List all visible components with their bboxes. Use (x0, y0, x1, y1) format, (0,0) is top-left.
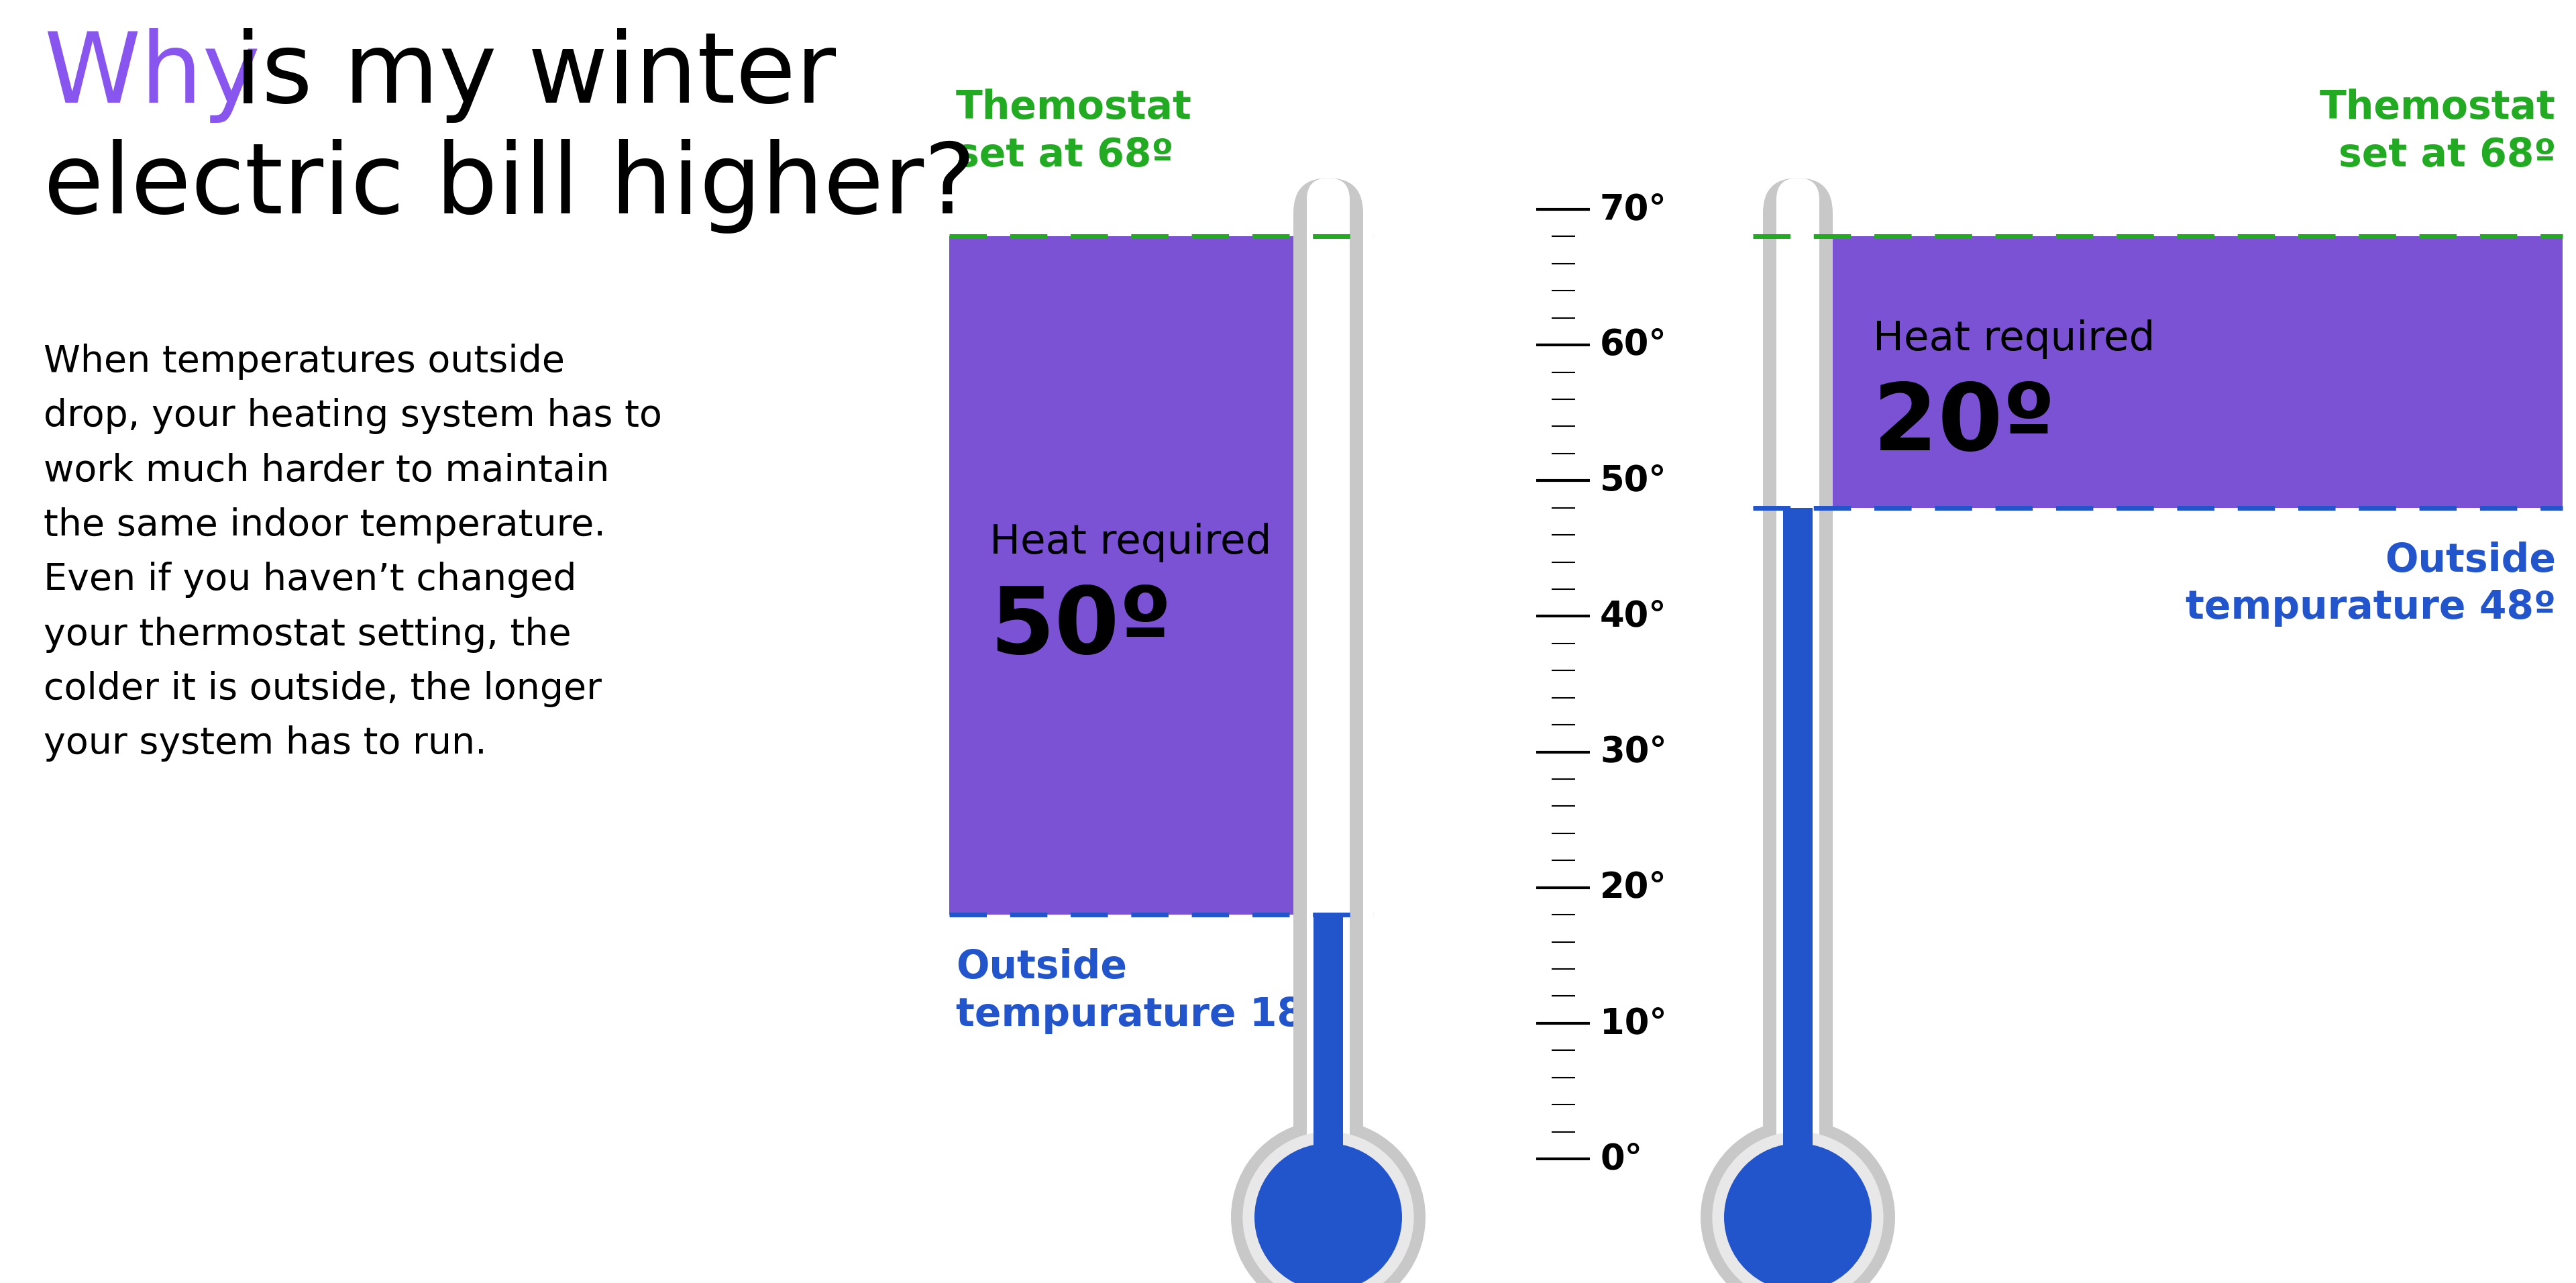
Text: Heat required: Heat required (1873, 319, 2156, 359)
Circle shape (1242, 1132, 1414, 1283)
Text: When temperatures outside
drop, your heating system has to
work much harder to m: When temperatures outside drop, your hea… (44, 344, 662, 762)
Text: Heat required: Heat required (989, 522, 1273, 562)
Bar (1783, 508, 1814, 1218)
Text: 40°: 40° (1600, 599, 1667, 634)
Text: Why: Why (44, 28, 260, 123)
FancyBboxPatch shape (1306, 178, 1350, 1218)
Circle shape (1700, 1120, 1896, 1283)
Text: Outside
tempurature 48º: Outside tempurature 48º (2184, 541, 2555, 627)
Text: 50º: 50º (989, 582, 1172, 672)
Text: 70°: 70° (1600, 192, 1667, 227)
Text: Themostat
set at 68º: Themostat set at 68º (2321, 89, 2555, 174)
Text: 60°: 60° (1600, 327, 1667, 363)
Text: 30°: 30° (1600, 734, 1667, 770)
Text: Outside
tempurature 18º: Outside tempurature 18º (956, 948, 1327, 1034)
Text: is my winter: is my winter (204, 28, 837, 123)
Bar (1314, 915, 1342, 1218)
FancyBboxPatch shape (1293, 178, 1363, 1218)
Text: 20°: 20° (1600, 870, 1667, 905)
FancyBboxPatch shape (1777, 178, 1819, 1218)
Text: 50°: 50° (1600, 463, 1667, 498)
Text: 10°: 10° (1600, 1006, 1667, 1041)
Text: 0°: 0° (1600, 1142, 1643, 1177)
FancyBboxPatch shape (1762, 178, 1832, 1218)
Circle shape (1255, 1143, 1401, 1283)
Text: 20º: 20º (1873, 378, 2056, 470)
Bar (948, 236, 1293, 915)
Circle shape (1713, 1132, 1883, 1283)
Text: electric bill higher?: electric bill higher? (44, 139, 976, 234)
Circle shape (1231, 1120, 1425, 1283)
Bar (1832, 236, 2563, 508)
Circle shape (1723, 1143, 1873, 1283)
Text: Themostat
set at 68º: Themostat set at 68º (956, 89, 1193, 174)
